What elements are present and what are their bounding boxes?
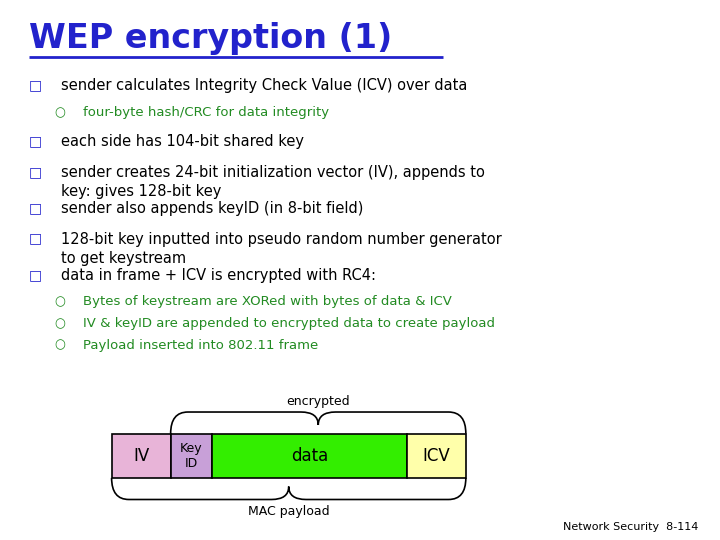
Text: □: □ [29, 134, 42, 148]
Text: encrypted: encrypted [287, 395, 350, 408]
Text: 128-bit key inputted into pseudo random number generator
to get keystream: 128-bit key inputted into pseudo random … [61, 232, 502, 266]
FancyBboxPatch shape [112, 434, 171, 478]
Text: ICV: ICV [423, 447, 450, 465]
FancyBboxPatch shape [407, 434, 466, 478]
Text: Bytes of keystream are XORed with bytes of data & ICV: Bytes of keystream are XORed with bytes … [83, 295, 451, 308]
Text: Key
ID: Key ID [180, 442, 203, 470]
Text: IV: IV [133, 447, 149, 465]
Text: □: □ [29, 78, 42, 92]
Text: WEP encryption (1): WEP encryption (1) [29, 22, 392, 55]
Text: data in frame + ICV is encrypted with RC4:: data in frame + ICV is encrypted with RC… [61, 268, 376, 283]
Text: four-byte hash/CRC for data integrity: four-byte hash/CRC for data integrity [83, 106, 329, 119]
Text: MAC payload: MAC payload [248, 505, 330, 518]
Text: ○: ○ [54, 295, 65, 308]
Text: each side has 104-bit shared key: each side has 104-bit shared key [61, 134, 304, 149]
FancyBboxPatch shape [212, 434, 407, 478]
Text: sender also appends keyID (in 8-bit field): sender also appends keyID (in 8-bit fiel… [61, 201, 364, 216]
Text: Payload inserted into 802.11 frame: Payload inserted into 802.11 frame [83, 339, 318, 352]
Text: ○: ○ [54, 339, 65, 352]
Text: data: data [291, 447, 328, 465]
Text: □: □ [29, 201, 42, 215]
Text: sender creates 24-bit initialization vector (IV), appends to
key: gives 128-bit : sender creates 24-bit initialization vec… [61, 165, 485, 199]
Text: □: □ [29, 232, 42, 246]
Text: sender calculates Integrity Check Value (ICV) over data: sender calculates Integrity Check Value … [61, 78, 467, 93]
Text: ○: ○ [54, 106, 65, 119]
Text: □: □ [29, 165, 42, 179]
Text: Network Security  8-114: Network Security 8-114 [563, 522, 698, 532]
Text: ○: ○ [54, 317, 65, 330]
Text: □: □ [29, 268, 42, 282]
FancyBboxPatch shape [171, 434, 212, 478]
Text: IV & keyID are appended to encrypted data to create payload: IV & keyID are appended to encrypted dat… [83, 317, 495, 330]
